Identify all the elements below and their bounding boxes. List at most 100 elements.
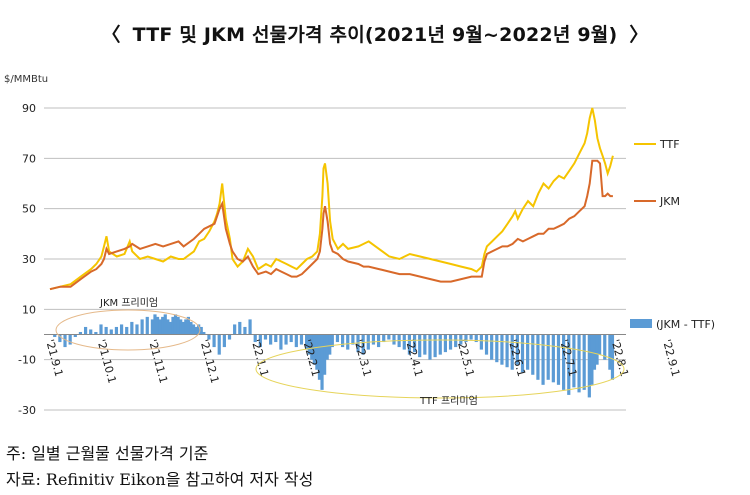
x-tick-label: '21.9.1: [43, 338, 65, 378]
y-tick-label: 70: [22, 152, 36, 165]
spread-bar: [243, 326, 247, 335]
x-tick-label: '22.6.1: [506, 338, 528, 378]
spread-bar: [479, 334, 483, 350]
spread-bar: [500, 334, 504, 365]
grid-lines: [44, 107, 626, 411]
spread-bar: [335, 334, 340, 343]
title-text: TTF 및 JKM 선물가격 추이(2021년 9월~2022년 9월): [132, 24, 618, 46]
legend-spread-swatch: [630, 319, 652, 328]
spread-bar: [448, 334, 453, 350]
ttf-series-line: [49, 107, 614, 291]
jkm-premium-label: JKM 프리미엄: [99, 297, 158, 309]
x-tick-label: '21.11.1: [146, 338, 170, 385]
spread-bar: [299, 334, 304, 345]
spread-bar: [181, 321, 185, 335]
spread-bar: [310, 334, 314, 360]
spread-bar: [387, 334, 391, 340]
spread-bar: [438, 334, 442, 355]
x-tick-label: '22.9.1: [660, 338, 682, 378]
spread-bar: [307, 334, 311, 355]
x-tick-label: '22.1.1: [249, 338, 271, 378]
spread-bar: [173, 314, 178, 335]
spread-bar: [572, 334, 576, 388]
spread-bar: [551, 334, 555, 383]
spread-bar: [423, 334, 427, 355]
spread-bar: [340, 334, 345, 348]
spread-bar: [58, 334, 62, 343]
spread-bar: [459, 334, 463, 345]
spread-bar: [382, 334, 386, 343]
spread-bar: [556, 334, 561, 385]
spread-bar: [253, 334, 257, 343]
y-tick-label: 90: [22, 102, 36, 115]
spread-bar: [402, 334, 406, 350]
spread-bar: [330, 334, 334, 348]
spread-bar: [199, 326, 203, 335]
spread-bar: [158, 319, 162, 335]
spread-bar: [145, 316, 149, 335]
y-tick-label: -30: [18, 404, 36, 417]
spread-bar: [179, 319, 183, 335]
spread-bar: [474, 334, 478, 343]
y-tick-label: 30: [22, 253, 36, 266]
spread-bar: [320, 334, 324, 390]
spread-bar: [53, 334, 57, 338]
spread-bar: [294, 334, 298, 348]
spread-bar: [166, 319, 170, 335]
spread-bar: [212, 334, 216, 348]
spread-bar: [194, 326, 198, 335]
spread-bar: [376, 334, 381, 348]
spread-bar: [130, 321, 134, 335]
spread-bar: [63, 334, 67, 348]
spread-bar: [603, 334, 607, 360]
x-tick-label: '22.4.1: [403, 338, 425, 378]
spread-bar: [610, 334, 615, 380]
spread-bar: [83, 326, 88, 335]
spread-bar: [536, 334, 540, 380]
spread-bar: [114, 326, 119, 335]
spread-bar: [418, 334, 422, 358]
x-tick-label: '22.3.1: [352, 338, 374, 378]
spread-bar: [135, 324, 139, 335]
spread-bar: [371, 334, 376, 345]
spread-bar: [546, 334, 550, 380]
spread-bar: [346, 334, 350, 350]
title-left-bracket: 〈: [101, 24, 121, 46]
spread-bar: [407, 334, 412, 355]
spread-bar: [233, 324, 237, 335]
spread-bar: [163, 314, 167, 335]
spread-bar: [94, 331, 98, 335]
y-tick-labels: -30 -10 10 30 50 70 90: [18, 102, 36, 417]
spread-bar: [73, 334, 77, 338]
spread-bar: [284, 334, 288, 345]
spread-bar: [392, 334, 396, 345]
spread-bar: [119, 324, 124, 335]
spread-bar: [140, 319, 144, 335]
y-tick-label: 50: [22, 203, 36, 216]
spread-bar: [217, 334, 221, 355]
jkm-series-line: [49, 159, 613, 291]
spread-bar: [412, 334, 417, 353]
spread-bar: [315, 334, 319, 370]
spread-bar: [176, 316, 180, 335]
spread-bar: [186, 316, 190, 335]
spread-bar: [510, 334, 514, 370]
ttf-premium-label: TTF 프리미엄: [419, 395, 478, 407]
spread-bar: [595, 334, 599, 365]
y-tick-label: 10: [22, 303, 36, 316]
spread-bar: [168, 321, 172, 335]
spread-bar: [274, 334, 278, 343]
spread-bar: [222, 334, 226, 348]
spread-bar: [153, 314, 157, 335]
spread-bar: [526, 334, 530, 370]
spread-bar: [590, 334, 594, 385]
spread-bars: [53, 314, 615, 398]
spread-bar: [202, 331, 206, 335]
spread-bar: [78, 331, 83, 335]
spread-bar: [361, 334, 365, 355]
spread-bar: [248, 319, 252, 335]
spread-bar: [89, 329, 93, 335]
spread-bar: [155, 316, 160, 335]
spread-bar: [150, 319, 155, 335]
spread-bar: [184, 319, 188, 335]
